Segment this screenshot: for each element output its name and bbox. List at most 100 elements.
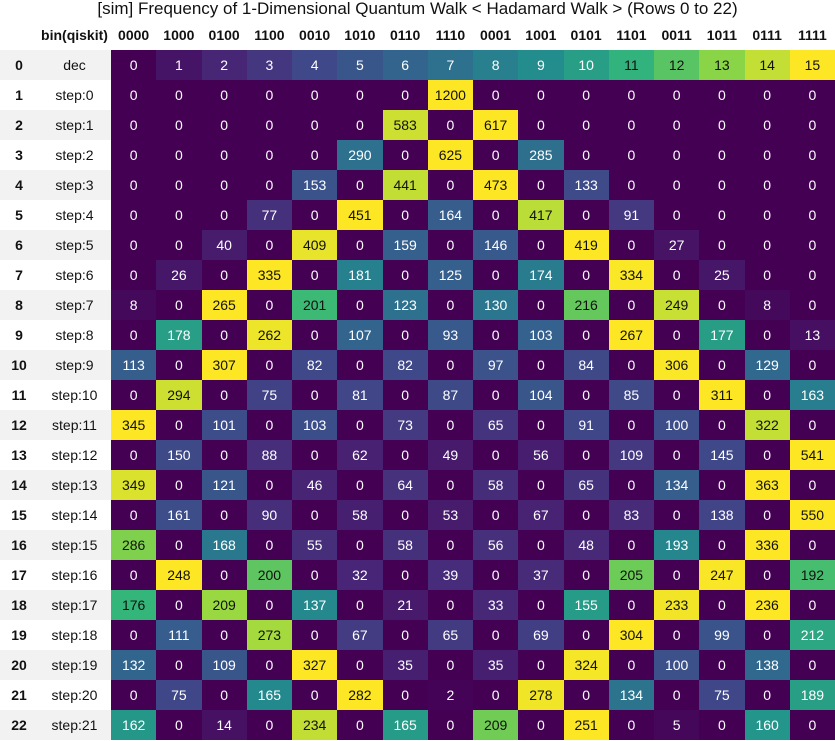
row-index: 10 — [11, 357, 27, 373]
row-index: 11 — [11, 387, 27, 403]
heatmap-cell: 0 — [201, 680, 247, 710]
index-header — [0, 20, 38, 50]
heatmap-cell: 0 — [382, 80, 428, 110]
heatmap-cell: 91 — [563, 410, 609, 440]
heatmap-cell: 0 — [789, 590, 835, 620]
row-index: 15 — [11, 507, 27, 523]
row-label: step:16 — [51, 567, 98, 583]
heatmap-cell: 3 — [246, 50, 292, 80]
heatmap-cell: 334 — [608, 260, 654, 290]
row-index: 1 — [15, 87, 23, 103]
heatmap-cell: 85 — [608, 380, 654, 410]
heatmap-cell: 125 — [427, 260, 473, 290]
column-header: 0100 — [208, 27, 240, 43]
heatmap-cell: 83 — [608, 500, 654, 530]
heatmap-cell: 541 — [789, 440, 835, 470]
heatmap-cell: 12 — [654, 50, 700, 80]
heatmap-cell: 0 — [608, 110, 654, 140]
row-index: 16 — [11, 537, 27, 553]
heatmap-cell: 0 — [563, 110, 609, 140]
heatmap-cell: 0 — [563, 680, 609, 710]
row-stripe — [0, 590, 111, 620]
heatmap-cell: 0 — [201, 200, 247, 230]
heatmap-cell: 267 — [608, 320, 654, 350]
heatmap-cell: 0 — [201, 440, 247, 470]
heatmap-cell: 0 — [563, 380, 609, 410]
heatmap-cell: 212 — [789, 620, 835, 650]
heatmap-cell: 88 — [246, 440, 292, 470]
heatmap-cell: 0 — [473, 140, 519, 170]
heatmap-cell: 0 — [246, 470, 292, 500]
heatmap-cell: 0 — [337, 470, 383, 500]
heatmap-cell: 0 — [156, 410, 202, 440]
heatmap-cell: 75 — [156, 680, 202, 710]
row-label: step:2 — [55, 147, 94, 163]
heatmap-cell: 0 — [246, 80, 292, 110]
heatmap-cell: 0 — [518, 230, 564, 260]
heatmap-cell: 282 — [337, 680, 383, 710]
row-index: 7 — [15, 267, 23, 283]
heatmap-cell: 0 — [699, 710, 745, 740]
heatmap-cell: 0 — [111, 170, 157, 200]
heatmap-cell: 5 — [654, 710, 700, 740]
heatmap-cell: 0 — [292, 140, 338, 170]
row-stripe — [0, 50, 111, 80]
heatmap-cell: 0 — [201, 140, 247, 170]
heatmap-cell: 233 — [654, 590, 700, 620]
heatmap-cell: 0 — [473, 440, 519, 470]
heatmap-cell: 27 — [654, 230, 700, 260]
heatmap-cell: 0 — [518, 530, 564, 560]
heatmap-cell: 21 — [382, 590, 428, 620]
heatmap-cell: 0 — [246, 410, 292, 440]
column-header: 0111 — [752, 27, 782, 43]
heatmap-cell: 285 — [518, 140, 564, 170]
row-stripe — [0, 350, 111, 380]
heatmap-cell: 441 — [382, 170, 428, 200]
heatmap-cell: 0 — [789, 110, 835, 140]
heatmap-cell: 189 — [789, 680, 835, 710]
heatmap-cell: 0 — [111, 500, 157, 530]
heatmap-cell: 56 — [473, 530, 519, 560]
row-label: step:6 — [55, 267, 94, 283]
heatmap-cell: 107 — [337, 320, 383, 350]
heatmap-cell: 0 — [789, 350, 835, 380]
heatmap-cell: 2 — [201, 50, 247, 80]
heatmap-cell: 0 — [608, 590, 654, 620]
heatmap-cell: 0 — [382, 320, 428, 350]
heatmap-cell: 0 — [699, 470, 745, 500]
heatmap-cell: 103 — [292, 410, 338, 440]
heatmap-cell: 56 — [518, 440, 564, 470]
heatmap-cell: 0 — [518, 650, 564, 680]
heatmap-cell: 0 — [111, 230, 157, 260]
heatmap-cell: 0 — [518, 350, 564, 380]
heatmap-cell: 322 — [744, 410, 790, 440]
heatmap-cell: 99 — [699, 620, 745, 650]
row-index: 19 — [11, 627, 27, 643]
heatmap-cell: 0 — [337, 170, 383, 200]
heatmap-cell: 7 — [427, 50, 473, 80]
heatmap-cell: 0 — [789, 710, 835, 740]
heatmap-cell: 37 — [518, 560, 564, 590]
heatmap-cell: 138 — [699, 500, 745, 530]
heatmap-cell: 216 — [563, 290, 609, 320]
heatmap-cell: 177 — [699, 320, 745, 350]
heatmap-cell: 0 — [382, 260, 428, 290]
heatmap-cell: 349 — [111, 470, 157, 500]
heatmap-cell: 0 — [789, 290, 835, 320]
row-label: step:12 — [51, 447, 98, 463]
row-index: 18 — [11, 597, 27, 613]
row-stripe — [0, 650, 111, 680]
heatmap-cell: 25 — [699, 260, 745, 290]
heatmap-cell: 168 — [201, 530, 247, 560]
heatmap-cell: 0 — [563, 260, 609, 290]
heatmap-cell: 58 — [382, 530, 428, 560]
heatmap-cell: 46 — [292, 470, 338, 500]
row-label: step:19 — [51, 657, 98, 673]
heatmap-cell: 0 — [789, 80, 835, 110]
heatmap-cell: 164 — [427, 200, 473, 230]
heatmap-cell: 0 — [744, 230, 790, 260]
heatmap-cell: 451 — [337, 200, 383, 230]
heatmap-cell: 0 — [111, 260, 157, 290]
heatmap-cell: 0 — [699, 170, 745, 200]
heatmap-cell: 0 — [608, 530, 654, 560]
